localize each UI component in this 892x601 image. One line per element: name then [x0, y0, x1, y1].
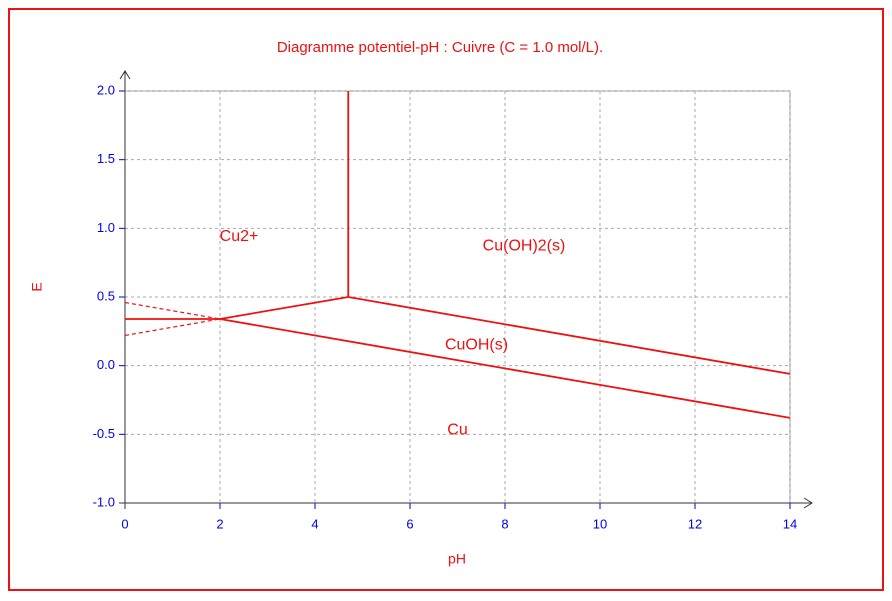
x-axis-label: pH: [448, 551, 466, 567]
y-tick-label: 1.5: [97, 151, 115, 166]
line-series: [219, 296, 349, 320]
region-label: Cu2+: [220, 228, 259, 245]
chart-title: Diagramme potentiel-pH : Cuivre (C = 1.0…: [277, 39, 603, 56]
y-tick-label: 0.5: [97, 288, 115, 303]
x-tick-label: 4: [311, 516, 318, 531]
line-series: [124, 301, 221, 320]
x-tick-label: 12: [688, 516, 702, 531]
y-tick-label: 1.0: [97, 220, 115, 235]
y-tick-label: 2.0: [97, 82, 115, 97]
x-tick-label: 6: [406, 516, 413, 531]
x-tick-label: 8: [501, 516, 508, 531]
y-tick-label: 0.0: [97, 357, 115, 372]
y-tick-label: -0.5: [93, 426, 115, 441]
region-label: CuOH(s): [445, 336, 508, 353]
frame: [8, 8, 884, 591]
y-axis-label: E: [29, 282, 45, 291]
y-tick-label: -1.0: [93, 494, 115, 509]
line-series: [124, 318, 221, 337]
line-series: [348, 296, 791, 375]
x-tick-label: 2: [216, 516, 223, 531]
x-tick-label: 14: [783, 516, 797, 531]
region-label: Cu: [447, 421, 467, 438]
x-tick-label: 10: [593, 516, 607, 531]
x-axis-arrow: [803, 497, 813, 509]
y-axis-arrow: [119, 70, 131, 80]
x-tick-label: 0: [121, 516, 128, 531]
line-series: [219, 318, 791, 419]
region-label: Cu(OH)2(s): [483, 237, 566, 254]
